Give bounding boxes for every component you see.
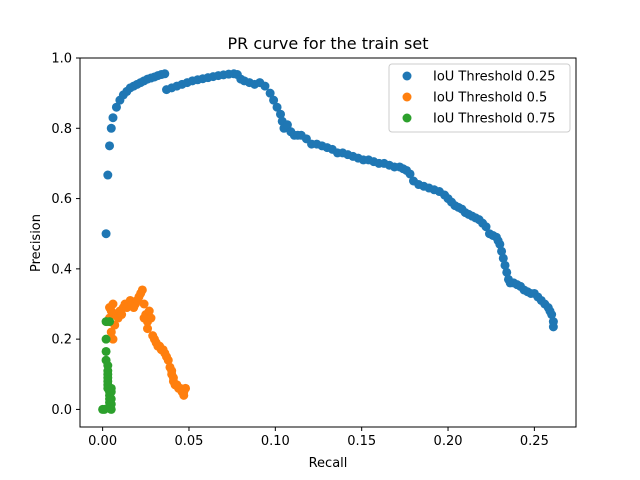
- x-tick-label: 0.15: [347, 434, 376, 449]
- legend-label: IoU Threshold 0.5: [433, 91, 547, 106]
- y-tick-label: 0.8: [51, 122, 72, 137]
- y-axis: 0.0 0.2 0.4 0.6 0.8 1.0: [51, 52, 80, 418]
- data-point: [106, 123, 116, 133]
- x-tick-label: 0.00: [88, 434, 117, 449]
- data-point: [111, 102, 121, 112]
- data-point: [103, 170, 113, 180]
- series-0: [101, 69, 558, 332]
- data-point: [502, 267, 512, 277]
- y-tick-label: 0.6: [51, 192, 72, 207]
- data-point: [108, 299, 118, 309]
- data-point: [101, 229, 111, 239]
- plot-area: [98, 69, 558, 414]
- data-point: [101, 346, 111, 356]
- data-point: [101, 334, 111, 344]
- data-point: [117, 310, 127, 320]
- legend-box: [388, 63, 571, 133]
- data-point: [548, 322, 558, 332]
- chart-title: PR curve for the train set: [228, 34, 429, 53]
- y-tick-label: 0.0: [51, 403, 72, 418]
- data-point: [481, 222, 491, 232]
- data-point: [547, 310, 557, 320]
- data-point: [181, 383, 191, 393]
- y-tick-label: 0.4: [51, 262, 72, 277]
- x-tick-label: 0.10: [261, 434, 290, 449]
- data-point: [106, 404, 116, 414]
- data-point: [500, 260, 510, 270]
- data-point: [146, 313, 156, 323]
- data-point: [167, 366, 177, 376]
- data-point: [497, 246, 507, 256]
- x-tick-label: 0.05: [174, 434, 203, 449]
- data-point: [160, 69, 170, 79]
- data-point: [282, 120, 292, 130]
- data-point: [106, 306, 116, 316]
- data-point: [272, 102, 282, 112]
- legend-marker: [402, 71, 412, 81]
- data-point: [265, 88, 275, 98]
- legend: IoU Threshold 0.25 IoU Threshold 0.5 IoU T…: [388, 63, 571, 133]
- data-point: [108, 334, 118, 344]
- data-point: [495, 239, 505, 249]
- legend-marker: [402, 113, 412, 123]
- data-point: [105, 141, 115, 151]
- data-point: [105, 317, 115, 327]
- y-tick-label: 0.2: [51, 333, 72, 348]
- x-tick-label: 0.20: [434, 434, 463, 449]
- y-axis-label: Precision: [29, 214, 44, 272]
- data-point: [170, 380, 180, 390]
- y-tick-label: 1.0: [51, 52, 72, 67]
- legend-label: IoU Threshold 0.75: [433, 112, 556, 127]
- data-point: [168, 373, 178, 383]
- data-point: [405, 169, 415, 179]
- x-tick-label: 0.25: [520, 434, 549, 449]
- data-point: [143, 324, 153, 334]
- legend-label: IoU Threshold 0.25: [433, 70, 556, 85]
- data-point: [163, 355, 173, 365]
- x-axis: 0.00 0.05 0.10 0.15 0.20 0.25: [88, 427, 549, 449]
- data-point: [260, 81, 270, 91]
- data-point: [144, 306, 154, 316]
- legend-marker: [402, 92, 412, 102]
- data-point: [139, 299, 149, 309]
- data-point: [106, 327, 116, 337]
- x-axis-label: Recall: [309, 456, 348, 471]
- series-1: [103, 285, 191, 400]
- data-point: [139, 313, 149, 323]
- series-2: [98, 317, 116, 414]
- data-point: [108, 113, 118, 123]
- data-point: [269, 95, 279, 105]
- data-point: [179, 390, 189, 400]
- data-point: [137, 285, 147, 295]
- data-point: [276, 109, 286, 119]
- data-point: [106, 387, 116, 397]
- data-point: [498, 253, 508, 263]
- axes-frame: [79, 57, 577, 428]
